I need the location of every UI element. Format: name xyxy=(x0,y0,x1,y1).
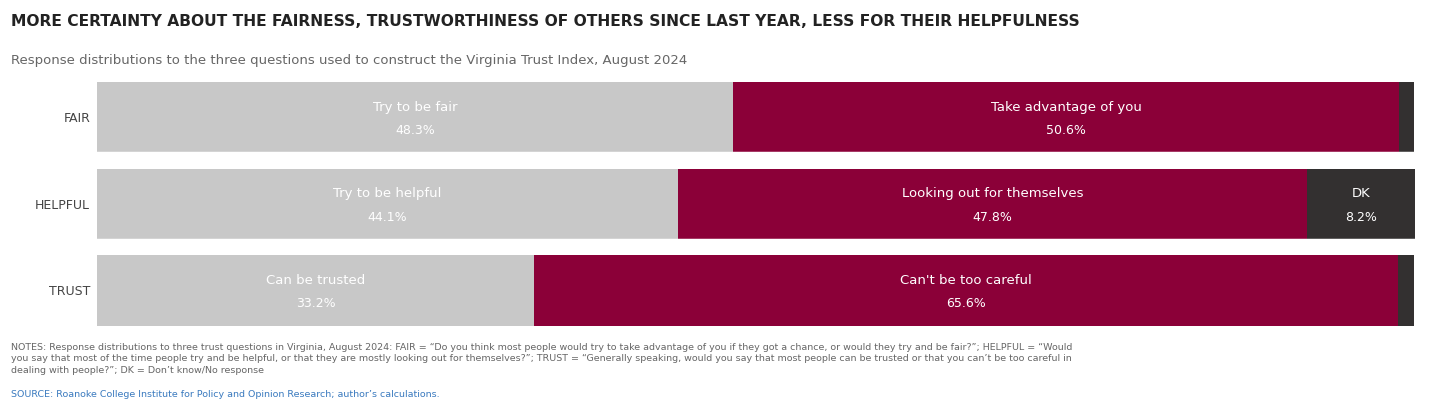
Bar xyxy=(1307,170,1415,239)
Bar xyxy=(97,83,733,154)
Text: Try to be helpful: Try to be helpful xyxy=(333,187,442,200)
Bar xyxy=(97,170,678,239)
Text: 47.8%: 47.8% xyxy=(973,210,1013,223)
Text: Can be trusted: Can be trusted xyxy=(266,273,365,286)
Text: Looking out for themselves: Looking out for themselves xyxy=(902,187,1083,200)
Text: 33.2%: 33.2% xyxy=(296,296,336,309)
Text: DK: DK xyxy=(1352,187,1371,200)
Bar xyxy=(97,256,534,326)
Text: Response distributions to the three questions used to construct the Virginia Tru: Response distributions to the three ques… xyxy=(11,54,688,67)
Bar xyxy=(1398,256,1414,326)
Text: Take advantage of you: Take advantage of you xyxy=(990,101,1142,113)
Bar xyxy=(1400,83,1414,154)
Text: HELPFUL: HELPFUL xyxy=(36,198,90,211)
Text: Can't be too careful: Can't be too careful xyxy=(900,273,1032,286)
Text: SOURCE: Roanoke College Institute for Policy and Opinion Research; author’s calc: SOURCE: Roanoke College Institute for Po… xyxy=(11,389,441,398)
Text: Try to be fair: Try to be fair xyxy=(373,101,458,113)
Text: 48.3%: 48.3% xyxy=(395,124,435,137)
Text: 44.1%: 44.1% xyxy=(368,210,408,223)
Text: FAIR: FAIR xyxy=(63,112,90,125)
Text: MORE CERTAINTY ABOUT THE FAIRNESS, TRUSTWORTHINESS OF OTHERS SINCE LAST YEAR, LE: MORE CERTAINTY ABOUT THE FAIRNESS, TRUST… xyxy=(11,14,1080,29)
Text: 65.6%: 65.6% xyxy=(946,296,986,309)
Text: 8.2%: 8.2% xyxy=(1345,210,1377,223)
Text: NOTES: Response distributions to three trust questions in Virginia, August 2024:: NOTES: Response distributions to three t… xyxy=(11,342,1073,374)
Bar xyxy=(678,170,1307,239)
Bar xyxy=(534,256,1398,326)
Text: 50.6%: 50.6% xyxy=(1046,124,1086,137)
Bar xyxy=(733,83,1400,154)
Text: TRUST: TRUST xyxy=(49,284,90,297)
